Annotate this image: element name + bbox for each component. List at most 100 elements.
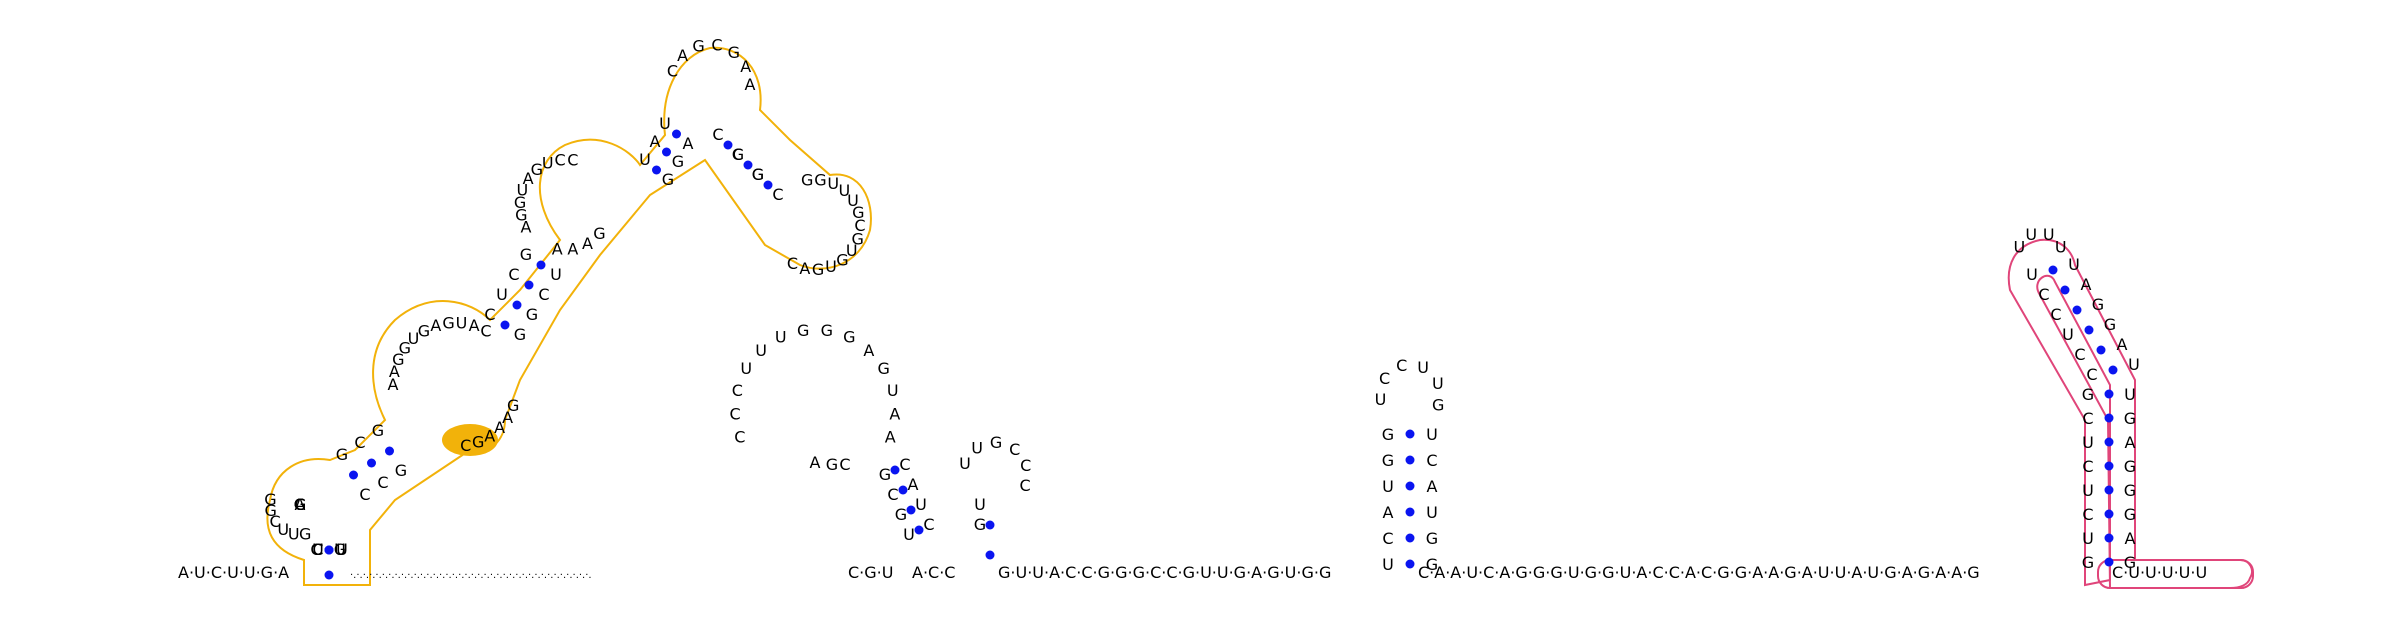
hairpin-2-loop: G <box>728 43 740 62</box>
hairpin-5-loop: G <box>990 433 1002 452</box>
nucleotide: C <box>839 455 850 474</box>
base-pair-dot <box>2104 557 2114 567</box>
baseline-run-4: C·A·A·U·C·A·G·G·G·U·G·G·U·A·C·C·A·C·G·G·… <box>1418 563 1980 582</box>
helix-b: G <box>520 245 532 264</box>
base-pair-dot <box>662 147 671 157</box>
internal-loop-2: A <box>523 169 534 188</box>
base-pair-dot <box>2060 285 2070 295</box>
base-pair-dot <box>1405 507 1415 517</box>
base-pair-dot <box>2104 413 2114 423</box>
pink-tail-box <box>2097 559 2254 589</box>
pink-hairpin-loop: U <box>2043 225 2055 244</box>
hairpin-3-loop: U <box>847 191 859 210</box>
helix-c: U <box>659 114 671 133</box>
internal-loop-1: A <box>430 316 441 335</box>
tall-hairpin-loop: C <box>1396 356 1407 375</box>
base-pair-dot <box>2104 533 2114 543</box>
internal-loop-1b: C <box>460 436 471 455</box>
pink-arm-left: C <box>2050 305 2061 324</box>
hairpin-4-loop: G <box>878 359 890 378</box>
nucleotide: G <box>826 455 838 474</box>
hairpin-2-loop: A <box>740 57 751 76</box>
pink-stem-left: U <box>2082 433 2094 452</box>
helix-c: U <box>639 150 651 169</box>
base-pair-dot <box>324 545 334 555</box>
hairpin-3-loop: C <box>854 216 865 235</box>
base-pair-dot <box>890 465 900 475</box>
stem-base: U <box>334 540 346 559</box>
helix-a: C <box>377 473 388 492</box>
helix-d: C <box>772 185 783 204</box>
internal-loop-1: U <box>456 313 468 332</box>
tall-stem-right: U <box>1426 503 1438 522</box>
hairpin-1-loop: U <box>277 520 289 539</box>
baseline-run-2: A·C·C <box>912 563 955 582</box>
tall-stem-left: A <box>1383 503 1394 522</box>
nucleotide: A <box>810 453 821 472</box>
tall-stem-right: C <box>1426 451 1437 470</box>
x: G <box>294 495 306 514</box>
base-pair-dot <box>1405 429 1415 439</box>
pink-stem-left: G <box>2082 385 2094 404</box>
hairpin-4-loop: A <box>885 427 896 446</box>
pink-hairpin-loop: U <box>2055 237 2067 256</box>
hairpin-3-loop: G <box>836 251 848 270</box>
baseline-3prime-tail: C·U·U·U·U·U <box>2112 563 2207 582</box>
helix-e: U <box>903 525 915 544</box>
pink-hairpin-loop: U <box>2025 225 2037 244</box>
helix-a: G <box>336 445 348 464</box>
x: G <box>294 495 306 514</box>
pink-arm-left: C <box>2086 365 2097 384</box>
pink-arm-left: U <box>2062 325 2074 344</box>
helix-e: G <box>879 465 891 484</box>
internal-loop-2: C <box>567 151 578 170</box>
hairpin-4-loop: C <box>732 381 743 400</box>
helix-a: C <box>359 485 370 504</box>
base-pair-dots <box>324 129 2118 580</box>
helix-b: C <box>484 305 495 324</box>
internal-loop-1: A <box>389 362 400 381</box>
helix-e: G <box>895 505 907 524</box>
pink-stem-left: G <box>2082 553 2094 572</box>
helix-e: C <box>887 485 898 504</box>
helix-c: A <box>683 134 694 153</box>
internal-loop-1: G <box>442 313 454 332</box>
pink-stem-right: A <box>2125 529 2136 548</box>
helix-b: U <box>550 265 562 284</box>
dashed-link: ·.·.·.·.·.·.·.·.·.·.·.·.·.·.·.·.·.·.·.·.… <box>350 570 592 581</box>
hairpin-1-loop: G <box>299 525 311 544</box>
internal-loop-1: A <box>388 375 399 394</box>
base-pair-dot <box>2104 437 2114 447</box>
tall-stem-left: U <box>1382 477 1394 496</box>
base-pair-dot <box>2104 509 2114 519</box>
internal-loop-1: U <box>408 329 420 348</box>
pink-arm-right: A <box>2117 335 2128 354</box>
base-pair-dot <box>985 550 995 560</box>
hairpin-4-loop: C <box>730 404 741 423</box>
yellow-domain-outline <box>266 46 872 586</box>
helix-d: G <box>752 165 764 184</box>
tall-hairpin-loop: G <box>1432 395 1444 414</box>
pink-stem-left: C <box>2082 457 2093 476</box>
hairpin-1-loop: C <box>270 512 281 531</box>
hairpin-1-loop: G <box>264 501 276 520</box>
internal-loop-2: G <box>531 160 543 179</box>
pink-arm-right: A <box>2081 275 2092 294</box>
internal-loop-1b: A <box>502 408 513 427</box>
tall-stem-right: U <box>1426 425 1438 444</box>
internal-loop-1b: G <box>507 396 519 415</box>
pink-stem-right: G <box>2124 553 2136 572</box>
pink-arm-left: C <box>2038 285 2049 304</box>
baseline-5prime: A·U·C·U·U·G·A <box>178 563 289 582</box>
base-pair-dot <box>914 525 924 535</box>
base-pair-dot <box>2104 461 2114 471</box>
highlight-domain-pink <box>2007 238 2254 589</box>
base-pair-dot <box>1405 533 1415 543</box>
helix-e: A <box>908 475 919 494</box>
helix-b: G <box>526 305 538 324</box>
hairpin-3-loop: U <box>846 241 858 260</box>
base-pair-dot <box>2104 389 2114 399</box>
hairpin-2-loop: C <box>667 61 678 80</box>
base-pair-dot <box>763 180 773 190</box>
